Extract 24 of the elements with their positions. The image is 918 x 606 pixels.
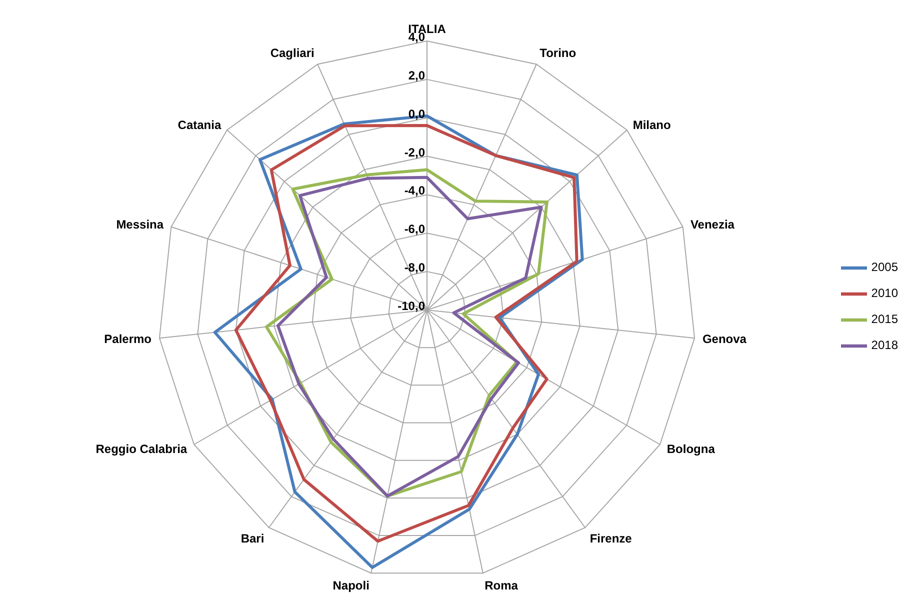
spoke-label: Catania — [178, 118, 222, 132]
spoke-label: Venezia — [690, 218, 735, 232]
spoke-label: Cagliari — [270, 46, 314, 60]
y-tick-label: -2,0 — [404, 145, 426, 160]
legend-label: 2015 — [871, 312, 898, 326]
spoke-label: Palermo — [104, 332, 152, 346]
y-tick-label: -4,0 — [404, 184, 426, 198]
spoke-label: Torino — [540, 46, 576, 60]
y-tick-label: -8,0 — [404, 260, 426, 275]
spoke-label: Milano — [632, 118, 671, 132]
legend-label: 2018 — [871, 338, 898, 352]
spoke-label: Bari — [240, 532, 264, 546]
spoke-label: Roma — [484, 578, 518, 592]
legend-label: 2010 — [871, 286, 898, 300]
spoke-label: Genova — [702, 332, 747, 346]
y-tick-label: 2,0 — [408, 68, 426, 82]
spoke-label: Bologna — [666, 442, 716, 456]
spoke-label: Firenze — [590, 532, 632, 546]
y-tick-label: -6,0 — [404, 222, 426, 236]
spoke-label: Reggio Calabria — [96, 442, 188, 456]
spoke-label: Messina — [116, 218, 164, 232]
legend-label: 2005 — [871, 260, 898, 274]
y-tick-label: -10,0 — [398, 299, 426, 313]
spoke-label: Napoli — [332, 578, 370, 592]
